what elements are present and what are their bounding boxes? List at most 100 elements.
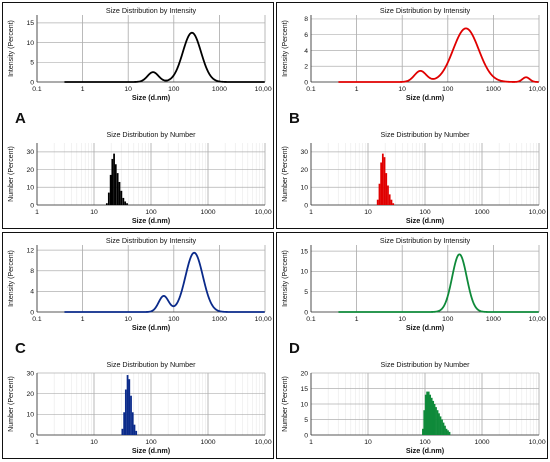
panel-a-number-title: Size Distribution by Number [106,130,196,139]
panel-d-number-y-tick-label: 20 [300,370,308,377]
panel-d-number-bar [435,407,437,435]
panel-c-number-y-tick-label: 10 [26,412,34,419]
panel-b-number-bar [378,183,381,205]
panel-d-number-bar [447,430,449,435]
panel-a-number-x-tick-label: 10 [90,209,98,216]
panel-d-intensity-x-tick-label: 10,000 [529,316,546,323]
panel-a-number-bar [114,164,117,205]
panel-a-number-y-tick-label: 20 [26,167,34,174]
panel-d-intensity-x-tick-label: 10 [398,316,406,323]
panel-a-intensity-x-tick-label: 1000 [212,86,227,93]
panel-d-number-y-tick-label: 15 [300,386,308,393]
panel-a-intensity-y-axis-label: Intensity (Percent) [8,20,15,77]
panel-a-number-bar [105,203,108,205]
panel-a-number-y-tick-label: 10 [26,185,34,192]
panel-c: Size Distribution by Intensity 0.1 1 10 100 1… [2,232,276,459]
panel-c-number-bar [131,412,134,435]
panel-a: Size Distribution by Intensity 0.1 1 10 100 1… [2,2,276,229]
panel-a-number-bar [122,197,125,205]
panel-a-intensity-x-tick-label: 1 [81,86,85,93]
panel-d-number-bar [438,413,440,435]
panel-a-intensity-title: Size Distribution by Intensity [106,6,197,15]
panel-d-intensity-x-axis-label: Size (d.nm) [406,323,445,332]
panel-a-number-bar [118,181,121,205]
panel-d-intensity-x-tick-label: 0.1 [306,316,316,323]
panel-c-number-bar [130,395,132,435]
panel-c-intensity-x-axis-label: Size (d.nm) [132,323,171,332]
panel-d-number-bar [439,416,442,435]
panel-b-intensity-series-line [338,27,540,83]
panel-c-intensity-x-tick-label: 1000 [212,316,227,323]
panel-d-intensity-y-tick-label: 0 [304,309,308,316]
panel-b-intensity-chart: Size Distribution by Intensity 0.1 1 10 100 1… [282,6,550,102]
panel-d-number-bar [442,422,445,435]
panel-c-number-bar [123,412,126,435]
panel-b-number-x-tick-label: 10,000 [529,209,546,216]
panel-a-number-x-tick-label: 100 [145,209,157,216]
panel-b-number-title: Size Distribution by Number [380,130,470,139]
panel-a-number-bar [124,201,127,205]
panel-c-number-bar [124,389,127,435]
panel-b-intensity-x-tick-label: 0.1 [306,86,316,93]
panel-d-number-y-tick-label: 10 [300,401,308,408]
panel-d-intensity-y-axis-label: Intensity (Percent) [282,250,289,307]
panel-d-intensity-y-tick-label: 15 [300,248,308,255]
panel-d-number-bar [433,404,436,435]
panel-c-intensity-chart: Size Distribution by Intensity 0.1 1 10 100 1… [8,236,276,332]
panel-d-number-y-tick-label: 0 [304,432,308,439]
panel-b-intensity-y-tick-label: 0 [304,79,308,86]
panel-d-intensity-x-tick-label: 1 [355,316,359,323]
panel-b-intensity-x-axis-label: Size (d.nm) [406,93,445,102]
panel-d-number-bar [448,431,451,435]
panel-a-intensity-y-tick-label: 0 [30,79,34,86]
panel-c-intensity-x-tick-label: 10,000 [255,316,272,323]
panel-b-intensity-y-tick-label: 8 [304,16,308,23]
panel-d-label: D [289,340,300,357]
panel-d-number-bar [436,410,439,435]
panel-a-number-x-tick-label: 1000 [200,209,215,216]
panel-b-intensity-x-tick-label: 1 [355,86,359,93]
panel-c-number-bar [121,428,124,435]
panel-a-number-y-tick-label: 30 [26,149,34,156]
panel-d-intensity-y-tick-label: 10 [300,269,308,276]
panel-c-number-y-tick-label: 30 [26,370,34,377]
panel-d-number-bar [423,410,426,435]
panel-d-number-bar [444,425,446,435]
panel-b-svg: Size Distribution by Intensity 0.1 1 10 10 0 1… [282,6,550,225]
panel-a-number-bar [111,158,114,205]
panel-a-intensity-y-tick-label: 10 [26,40,34,47]
panel-b-intensity-title: Size Distribution by Intensity [380,6,471,15]
panel-b-intensity-y-tick-label: 2 [304,64,308,71]
panel-b-number-y-tick-label: 20 [300,167,308,174]
panel-b: Size Distribution by Intensity 0.1 1 10 10 0 1… [276,2,550,229]
panel-c-intensity-series-line [64,251,266,313]
panel-d-number-bar [445,428,448,435]
panel-c-number-bar [128,379,131,435]
panel-c-number-bar [133,424,136,435]
panel-d-number-bar [422,428,424,435]
panel-c-intensity-y-tick-label: 4 [30,289,34,296]
panel-b-intensity-x-tick-label: 10 [398,86,406,93]
panel-c-intensity-x-tick-label: 1 [81,316,85,323]
panel-b-number-bar [388,194,391,205]
panel-b-number-bar [381,153,384,205]
panel-d-number-bar [424,394,427,435]
panel-d-number-y-tick-label: 5 [304,417,308,424]
panel-a-number-bar [109,174,112,205]
panel-c-number-x-tick-label: 10 [90,439,98,446]
panel-c-number-y-tick-label: 20 [26,391,34,398]
panel-b-intensity-y-tick-label: 6 [304,32,308,39]
panel-b-intensity-y-axis-label: Intensity (Percent) [282,20,289,77]
panel-b-number-x-tick-label: 10 [364,209,372,216]
panel-b-intensity-x-tick-label: 10,000 [529,86,546,93]
panel-a-number-bar [120,190,123,205]
panel-d-number-y-axis-label: Number (Percent) [282,376,289,432]
panel-b-number-y-tick-label: 0 [304,202,308,209]
panel-d-number-x-tick-label: 10,000 [529,439,546,446]
panel-c-intensity-title: Size Distribution by Intensity [106,236,197,245]
